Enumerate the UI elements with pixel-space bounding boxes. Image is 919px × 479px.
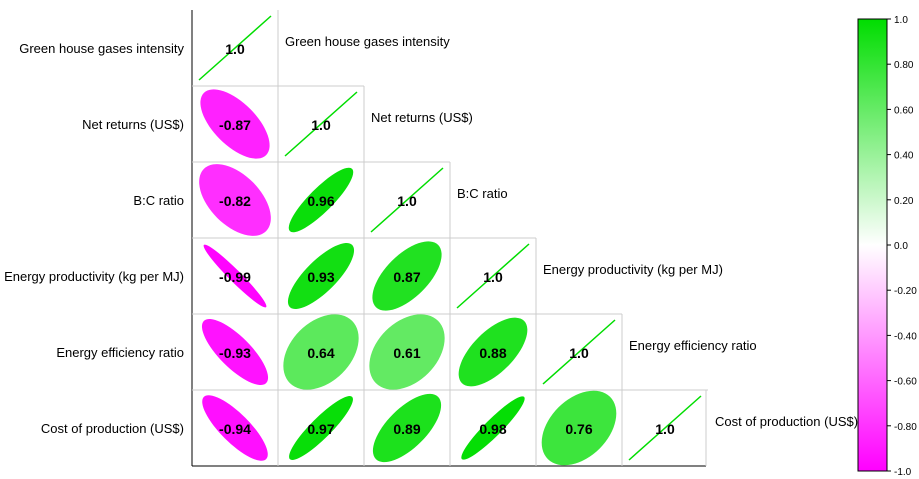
correlation-ellipse xyxy=(372,393,442,463)
correlation-value-label: -0.93 xyxy=(219,345,251,361)
row-variable-label: Energy efficiency ratio xyxy=(56,345,184,360)
diagonal-variable-label: B:C ratio xyxy=(457,186,508,201)
correlation-ellipse xyxy=(288,167,354,233)
correlation-value-label: -0.94 xyxy=(219,421,251,437)
correlation-value-label: 1.0 xyxy=(655,421,675,437)
correlation-value-label: 0.76 xyxy=(565,421,592,437)
colorbar-tick-label: 0.60 xyxy=(894,105,914,116)
diagonal-correlation-line xyxy=(370,167,444,233)
diagonal-variable-label: Energy efficiency ratio xyxy=(629,338,757,353)
diagonal-correlation-line xyxy=(198,15,272,81)
diagonal-variable-label: Energy productivity (kg per MJ) xyxy=(543,262,723,277)
correlation-ellipse xyxy=(199,164,271,236)
diagonal-variable-label: Cost of production (US$) xyxy=(715,414,858,429)
colorbar-tick-label: -0.20 xyxy=(894,286,917,297)
correlation-ellipse xyxy=(372,241,442,311)
correlation-ellipse xyxy=(287,242,355,310)
colorbar-tick-label: 0.80 xyxy=(894,60,914,71)
correlation-value-label: -0.87 xyxy=(219,117,251,133)
correlation-value-label: 1.0 xyxy=(569,345,589,361)
diagonal-variable-label: Net returns (US$) xyxy=(371,110,473,125)
correlation-value-label: 1.0 xyxy=(225,41,245,57)
row-variable-label: Net returns (US$) xyxy=(82,117,184,132)
colorbar-tick-label: -0.40 xyxy=(894,331,917,342)
correlation-ellipse xyxy=(541,390,617,466)
correlation-value-label: 0.97 xyxy=(307,421,334,437)
row-variable-label: Cost of production (US$) xyxy=(41,421,184,436)
correlation-ellipse xyxy=(458,317,528,387)
correlation-value-label: 0.98 xyxy=(479,421,506,437)
diagonal-correlation-line xyxy=(456,243,530,309)
diagonal-correlation-line xyxy=(284,91,358,157)
correlation-ellipse xyxy=(200,89,270,159)
colorbar: 1.0 0.80 0.60 0.40 0.20 0.0 -0.20 -0.40 -0.60 -0.… xyxy=(857,15,917,478)
correlation-value-label: -0.82 xyxy=(219,193,251,209)
correlation-value-label: 1.0 xyxy=(311,117,331,133)
colorbar-tick-label: -0.80 xyxy=(894,422,917,433)
value-label-layer: 1.0 -0.87 1.0 -0.82 0.96 1.0 -0.99 0.93 0.87 1.0 -… xyxy=(219,41,675,437)
correlation-ellipse xyxy=(201,318,269,386)
correlation-value-label: 0.93 xyxy=(307,269,334,285)
colorbar-tick-label: -1.0 xyxy=(894,467,912,478)
row-variable-label: Energy productivity (kg per MJ) xyxy=(4,269,184,284)
colorbar-tick-label: 0.20 xyxy=(894,196,914,207)
diagonal-label-layer: Green house gases intensity Net returns (… xyxy=(285,34,858,429)
grid-layer xyxy=(191,10,708,467)
correlation-ellipse xyxy=(461,396,525,460)
correlation-value-label: 0.87 xyxy=(393,269,420,285)
diagonal-variable-label: Green house gases intensity xyxy=(285,34,450,49)
colorbar-tick-label: 0.40 xyxy=(894,151,914,162)
ellipse-layer xyxy=(198,15,702,466)
row-variable-label: B:C ratio xyxy=(133,193,184,208)
correlation-value-label: 0.61 xyxy=(393,345,420,361)
colorbar-tick-label: 0.0 xyxy=(894,241,908,252)
diagonal-correlation-line xyxy=(628,395,702,461)
row-label-layer: Green house gases intensity Net returns (… xyxy=(4,41,184,436)
colorbar-tick-label: -0.60 xyxy=(894,377,917,388)
correlation-ellipse xyxy=(202,395,268,461)
correlation-value-label: 0.96 xyxy=(307,193,334,209)
correlation-value-label: 0.88 xyxy=(479,345,506,361)
colorbar-gradient-bar xyxy=(857,18,888,472)
correlation-value-label: 0.64 xyxy=(307,345,334,361)
correlation-ellipse xyxy=(203,244,267,308)
diagonal-correlation-line xyxy=(542,319,616,385)
correlation-value-label: 1.0 xyxy=(483,269,503,285)
correlation-value-label: 0.89 xyxy=(393,421,420,437)
correlation-ellipse xyxy=(369,314,445,390)
correlation-ellipse xyxy=(283,314,359,390)
correlation-value-label: 1.0 xyxy=(397,193,417,209)
correlation-value-label: -0.99 xyxy=(219,269,251,285)
correlation-ellipse xyxy=(289,396,353,460)
row-variable-label: Green house gases intensity xyxy=(19,41,184,56)
colorbar-tick-label: 1.0 xyxy=(894,15,908,26)
